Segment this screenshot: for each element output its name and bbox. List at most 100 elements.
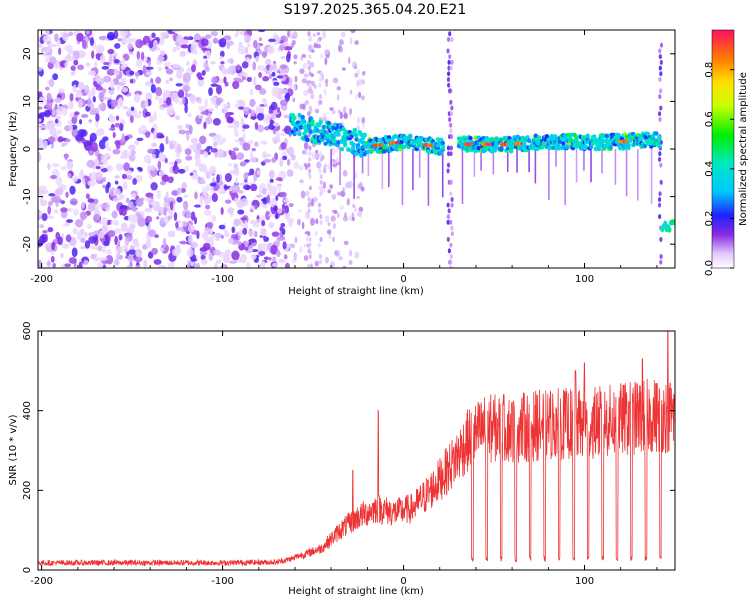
noise-blob bbox=[118, 234, 123, 241]
streak-blob bbox=[319, 156, 323, 162]
streak-blob bbox=[449, 99, 453, 105]
tail-blob bbox=[667, 226, 672, 233]
colorbar-label: Normalized spectral amplitude bbox=[738, 72, 749, 226]
noise-blob bbox=[351, 216, 356, 222]
noise-blob bbox=[213, 249, 221, 256]
noise-blob bbox=[231, 250, 240, 261]
noise-blob bbox=[95, 165, 101, 170]
noise-blob bbox=[69, 93, 74, 102]
noise-blob bbox=[128, 153, 136, 162]
noise-blob bbox=[185, 81, 190, 86]
streak-blob bbox=[450, 196, 454, 202]
noise-blob bbox=[49, 56, 57, 65]
noise-blob bbox=[206, 221, 214, 229]
noise-blob bbox=[156, 55, 165, 62]
noise-blob bbox=[117, 38, 123, 42]
noise-blob bbox=[91, 50, 95, 59]
noise-blob bbox=[163, 207, 167, 216]
ridge-blob bbox=[419, 136, 424, 141]
noise-blob bbox=[90, 253, 96, 260]
noise-blob bbox=[120, 222, 128, 232]
noise-blob bbox=[164, 66, 169, 70]
noise-blob bbox=[193, 216, 197, 225]
noise-blob bbox=[77, 98, 83, 109]
noise-blob bbox=[323, 88, 327, 96]
noise-blob bbox=[280, 222, 286, 228]
streak-blob bbox=[446, 214, 450, 220]
noise-blob bbox=[199, 135, 207, 145]
noise-blob bbox=[190, 137, 199, 144]
noise-blob bbox=[283, 198, 291, 203]
noise-blob bbox=[89, 37, 95, 46]
noise-blob bbox=[132, 214, 138, 224]
streak-blob bbox=[319, 179, 323, 185]
noise-blob bbox=[332, 223, 336, 229]
noise-blob bbox=[299, 179, 304, 184]
noise-blob bbox=[84, 231, 88, 238]
streak-blob bbox=[318, 185, 322, 191]
noise-blob bbox=[211, 76, 218, 84]
ridge-blob bbox=[600, 139, 605, 144]
noise-blob bbox=[66, 219, 73, 223]
noise-blob bbox=[138, 111, 142, 115]
noise-blob bbox=[49, 126, 57, 136]
noise-blob bbox=[286, 158, 291, 166]
noise-blob bbox=[234, 197, 239, 204]
ridge-blob bbox=[352, 128, 358, 133]
noise-blob bbox=[304, 190, 310, 197]
noise-blob bbox=[221, 190, 227, 194]
noise-blob bbox=[235, 120, 240, 128]
noise-blob bbox=[362, 122, 365, 129]
noise-blob bbox=[88, 236, 97, 244]
ridge-blob bbox=[341, 126, 346, 132]
noise-blob bbox=[145, 92, 153, 102]
streak-blob bbox=[318, 77, 323, 83]
noise-blob bbox=[102, 96, 111, 101]
noise-blob bbox=[214, 237, 220, 242]
noise-blob bbox=[248, 238, 257, 243]
ridge-blob bbox=[310, 122, 315, 127]
noise-blob bbox=[224, 199, 232, 204]
ridge-blob bbox=[557, 139, 563, 144]
noise-blob bbox=[158, 170, 165, 176]
streak-blob bbox=[659, 236, 663, 242]
ridge-blob bbox=[386, 135, 392, 140]
noise-blob bbox=[176, 143, 182, 153]
noise-blob bbox=[147, 148, 156, 154]
noise-blob bbox=[99, 257, 108, 261]
noise-blob bbox=[134, 256, 143, 263]
noise-blob bbox=[135, 248, 143, 258]
noise-blob bbox=[158, 134, 165, 139]
noise-blob bbox=[324, 78, 329, 84]
ridge-blob bbox=[313, 140, 318, 145]
noise-blob bbox=[325, 82, 329, 88]
noise-blob bbox=[356, 125, 360, 131]
streak-blob bbox=[657, 196, 662, 202]
noise-blob bbox=[271, 231, 280, 237]
streak-blob bbox=[446, 219, 450, 225]
noise-blob bbox=[94, 158, 100, 166]
noise-blob bbox=[77, 82, 83, 89]
ridge-blob bbox=[657, 144, 662, 149]
snr-y-tick-label: 400 bbox=[22, 401, 33, 420]
streak-blob bbox=[446, 202, 450, 208]
streak-blob bbox=[450, 105, 454, 111]
noise-blob bbox=[215, 98, 222, 106]
noise-blob bbox=[54, 97, 62, 103]
streak-blob bbox=[447, 71, 451, 77]
noise-blob bbox=[256, 112, 265, 121]
noise-blob bbox=[173, 211, 178, 221]
noise-blob bbox=[256, 170, 261, 176]
noise-blob bbox=[78, 119, 83, 125]
noise-blob bbox=[201, 186, 208, 197]
streak-blob bbox=[658, 54, 662, 60]
noise-blob bbox=[242, 142, 251, 151]
noise-blob bbox=[261, 50, 268, 59]
streak-blob bbox=[658, 77, 662, 83]
noise-blob bbox=[217, 148, 224, 159]
noise-blob bbox=[40, 233, 47, 244]
noise-blob bbox=[167, 215, 172, 221]
ridge-blob bbox=[642, 143, 647, 149]
noise-blob bbox=[142, 64, 147, 75]
noise-blob bbox=[251, 147, 256, 152]
